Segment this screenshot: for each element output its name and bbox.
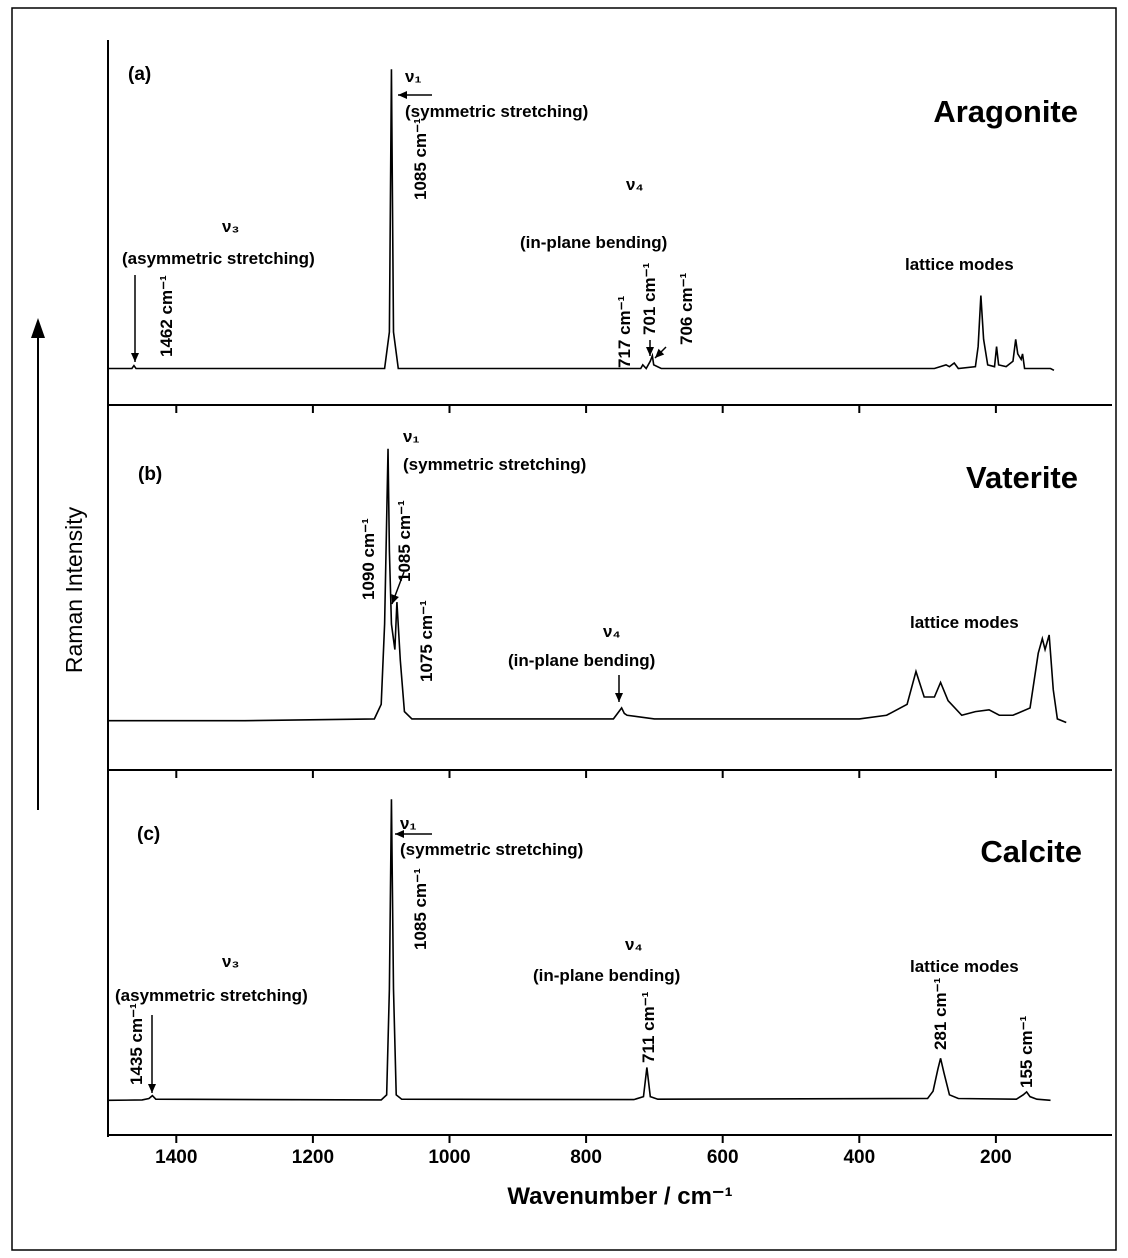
x-axis-label: Wavenumber / cm⁻¹	[507, 1183, 732, 1210]
annotation: 706 cm⁻¹	[677, 272, 696, 345]
x-tick-label: 200	[980, 1147, 1012, 1168]
annotation: ν₃	[222, 952, 239, 971]
annotation-arrow-head	[395, 830, 404, 838]
annotation: lattice modes	[910, 613, 1019, 632]
annotation-arrow-head	[148, 1084, 156, 1093]
panel-label: (c)	[137, 824, 160, 845]
annotation: (in-plane bending)	[508, 651, 655, 670]
annotation: 1085 cm⁻¹	[411, 868, 430, 950]
annotation: 717 cm⁻¹	[615, 295, 634, 368]
annotation-arrow-head	[615, 693, 623, 702]
x-tick-label: 600	[707, 1147, 739, 1168]
x-tick-label: 800	[570, 1147, 602, 1168]
panel-name: Calcite	[980, 834, 1082, 869]
annotation: (asymmetric stretching)	[115, 986, 308, 1005]
annotation: (in-plane bending)	[533, 966, 680, 985]
annotation: 701 cm⁻¹	[640, 262, 659, 335]
annotation: 1090 cm⁻¹	[359, 518, 378, 600]
annotation: 1075 cm⁻¹	[417, 600, 436, 682]
frame	[11, 7, 1117, 1251]
x-tick-label: 400	[843, 1147, 875, 1168]
annotation: (asymmetric stretching)	[122, 249, 315, 268]
annotation: (symmetric stretching)	[400, 840, 583, 859]
panel-label: (b)	[138, 464, 162, 485]
annotation: lattice modes	[905, 255, 1014, 274]
annotation: ν₄	[603, 622, 621, 641]
annotation: ν₁	[403, 427, 420, 446]
annotation: (in-plane bending)	[520, 233, 667, 252]
annotation: 711 cm⁻¹	[639, 991, 658, 1063]
annotation: 1085 cm⁻¹	[395, 500, 414, 582]
annotation-arrow-head	[131, 353, 139, 362]
annotation: ν₁	[400, 814, 417, 833]
spectrum-line	[108, 69, 1055, 372]
annotation: 155 cm⁻¹	[1017, 1015, 1036, 1088]
x-tick-label: 1000	[428, 1147, 470, 1168]
y-axis-label: Raman Intensity	[61, 506, 87, 673]
panel-label: (a)	[128, 64, 151, 85]
annotation: (symmetric stretching)	[405, 102, 588, 121]
annotation-arrow-head	[646, 347, 654, 356]
annotation-arrow-head	[398, 91, 407, 99]
annotation-arrow-head	[391, 594, 399, 604]
annotation: lattice modes	[910, 957, 1019, 976]
annotation-arrow-head	[655, 348, 665, 358]
x-tick-label: 1400	[155, 1147, 197, 1168]
annotation: (symmetric stretching)	[403, 455, 586, 474]
annotation: ν₄	[625, 935, 643, 954]
annotation: 1085 cm⁻¹	[411, 118, 430, 200]
annotation: ν₄	[626, 175, 644, 194]
panel-name: Aragonite	[933, 94, 1078, 129]
annotation: 1462 cm⁻¹	[157, 275, 176, 357]
annotation: ν₃	[222, 217, 239, 236]
annotation: 1435 cm⁻¹	[127, 1003, 146, 1085]
annotation: ν₁	[405, 67, 422, 86]
x-tick-label: 1200	[292, 1147, 334, 1168]
y-arrow-head	[31, 318, 45, 338]
annotation: 281 cm⁻¹	[931, 977, 950, 1050]
spectrum-line	[107, 799, 1051, 1102]
spectrum-line	[108, 448, 1067, 724]
panel-name: Vaterite	[966, 460, 1078, 495]
